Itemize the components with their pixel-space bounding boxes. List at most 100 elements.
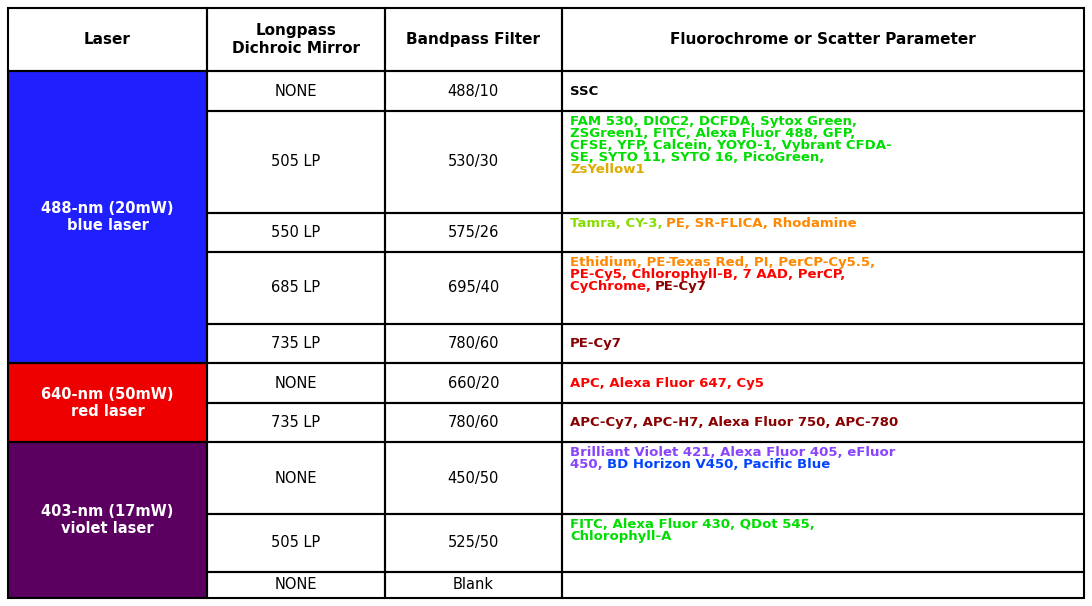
Bar xyxy=(207,363,384,403)
Text: ZsYellow1: ZsYellow1 xyxy=(570,163,644,176)
Bar xyxy=(384,111,562,213)
Text: NONE: NONE xyxy=(274,376,317,390)
Bar xyxy=(384,213,562,252)
Text: 735 LP: 735 LP xyxy=(271,336,320,351)
Bar xyxy=(207,442,384,514)
Bar xyxy=(562,363,1084,403)
Text: NONE: NONE xyxy=(274,84,317,99)
Text: 450/50: 450/50 xyxy=(448,471,499,485)
Text: FITC, Alexa Fluor 430, QDot 545,: FITC, Alexa Fluor 430, QDot 545, xyxy=(570,518,815,531)
Bar xyxy=(8,8,207,72)
Bar xyxy=(207,72,384,111)
Bar xyxy=(207,111,384,213)
Bar xyxy=(207,111,384,213)
Bar xyxy=(562,8,1084,72)
Text: Ethidium, PE-Texas Red, PI, PerCP-Cy5.5,: Ethidium, PE-Texas Red, PI, PerCP-Cy5.5, xyxy=(570,256,876,269)
Bar xyxy=(207,213,384,252)
Bar xyxy=(207,514,384,571)
Text: PE-Cy7: PE-Cy7 xyxy=(570,337,622,350)
Bar xyxy=(207,442,384,514)
Bar xyxy=(384,571,562,598)
Text: SE, SYTO 11, SYTO 16, PicoGreen,: SE, SYTO 11, SYTO 16, PicoGreen, xyxy=(570,151,824,164)
Text: CyChrome,: CyChrome, xyxy=(570,280,656,293)
Bar xyxy=(562,252,1084,324)
Bar xyxy=(562,8,1084,72)
Bar xyxy=(384,252,562,324)
Text: 403-nm (17mW)
violet laser: 403-nm (17mW) violet laser xyxy=(41,504,174,536)
Text: 695/40: 695/40 xyxy=(448,281,499,295)
Text: PE, SR-FLICA, Rhodamine: PE, SR-FLICA, Rhodamine xyxy=(666,216,856,230)
Bar xyxy=(562,514,1084,571)
Text: 575/26: 575/26 xyxy=(448,225,499,240)
Text: NONE: NONE xyxy=(274,471,317,485)
Text: 525/50: 525/50 xyxy=(448,535,499,550)
Bar xyxy=(384,8,562,72)
Text: 735 LP: 735 LP xyxy=(271,415,320,430)
Bar xyxy=(384,442,562,514)
Bar xyxy=(207,403,384,442)
Text: FAM 530, DIOC2, DCFDA, Sytox Green,: FAM 530, DIOC2, DCFDA, Sytox Green, xyxy=(570,115,857,128)
Bar xyxy=(562,442,1084,514)
Bar xyxy=(384,403,562,442)
Text: 685 LP: 685 LP xyxy=(271,281,320,295)
Bar xyxy=(384,571,562,598)
Bar xyxy=(384,363,562,403)
Bar xyxy=(384,213,562,252)
Bar xyxy=(8,8,207,72)
Bar xyxy=(562,403,1084,442)
Bar xyxy=(384,324,562,363)
Bar xyxy=(562,111,1084,213)
Text: NONE: NONE xyxy=(274,578,317,592)
Bar xyxy=(562,324,1084,363)
Bar xyxy=(8,72,207,363)
Text: Laser: Laser xyxy=(84,32,131,47)
Text: 488/10: 488/10 xyxy=(448,84,499,99)
Bar xyxy=(562,514,1084,571)
Bar xyxy=(562,252,1084,324)
Text: APC-Cy7, APC-H7, Alexa Fluor 750, APC-780: APC-Cy7, APC-H7, Alexa Fluor 750, APC-78… xyxy=(570,416,899,429)
Text: APC, Alexa Fluor 647, Cy5: APC, Alexa Fluor 647, Cy5 xyxy=(570,376,764,390)
Bar xyxy=(562,72,1084,111)
Bar xyxy=(562,442,1084,514)
Bar xyxy=(562,363,1084,403)
Bar xyxy=(207,252,384,324)
Text: 530/30: 530/30 xyxy=(448,154,499,169)
Text: 780/60: 780/60 xyxy=(448,415,499,430)
Text: Blank: Blank xyxy=(453,578,494,592)
Bar xyxy=(8,363,207,442)
Bar xyxy=(562,324,1084,363)
Bar xyxy=(562,213,1084,252)
Text: PE-Cy7: PE-Cy7 xyxy=(654,280,707,293)
Text: Tamra, CY-3,: Tamra, CY-3, xyxy=(570,216,667,230)
Text: PE-Cy5, Chlorophyll-B, 7 AAD, PerCP,: PE-Cy5, Chlorophyll-B, 7 AAD, PerCP, xyxy=(570,268,845,281)
Text: ZSGreen1, FITC, Alexa Fluor 488, GFP,: ZSGreen1, FITC, Alexa Fluor 488, GFP, xyxy=(570,127,855,140)
Text: 640-nm (50mW)
red laser: 640-nm (50mW) red laser xyxy=(41,387,174,419)
Bar xyxy=(207,571,384,598)
Bar xyxy=(207,363,384,403)
Bar xyxy=(384,324,562,363)
Text: 505 LP: 505 LP xyxy=(271,535,320,550)
Bar xyxy=(207,252,384,324)
Bar xyxy=(207,72,384,111)
Bar xyxy=(207,213,384,252)
Bar xyxy=(562,571,1084,598)
Text: Bandpass Filter: Bandpass Filter xyxy=(406,32,541,47)
Bar xyxy=(8,442,207,598)
Bar xyxy=(384,252,562,324)
Text: Longpass
Dichroic Mirror: Longpass Dichroic Mirror xyxy=(232,24,360,56)
Bar xyxy=(8,442,207,598)
Bar xyxy=(384,442,562,514)
Bar xyxy=(562,111,1084,213)
Bar xyxy=(8,72,207,363)
Bar xyxy=(384,514,562,571)
Bar xyxy=(384,111,562,213)
Bar xyxy=(207,571,384,598)
Bar xyxy=(562,72,1084,111)
Text: Brilliant Violet 421, Alexa Fluor 405, eFluor: Brilliant Violet 421, Alexa Fluor 405, e… xyxy=(570,447,895,459)
Bar xyxy=(8,363,207,442)
Bar xyxy=(207,403,384,442)
Text: SSC: SSC xyxy=(570,84,598,98)
Text: 505 LP: 505 LP xyxy=(271,154,320,169)
Bar xyxy=(207,514,384,571)
Text: 450,: 450, xyxy=(570,458,607,471)
